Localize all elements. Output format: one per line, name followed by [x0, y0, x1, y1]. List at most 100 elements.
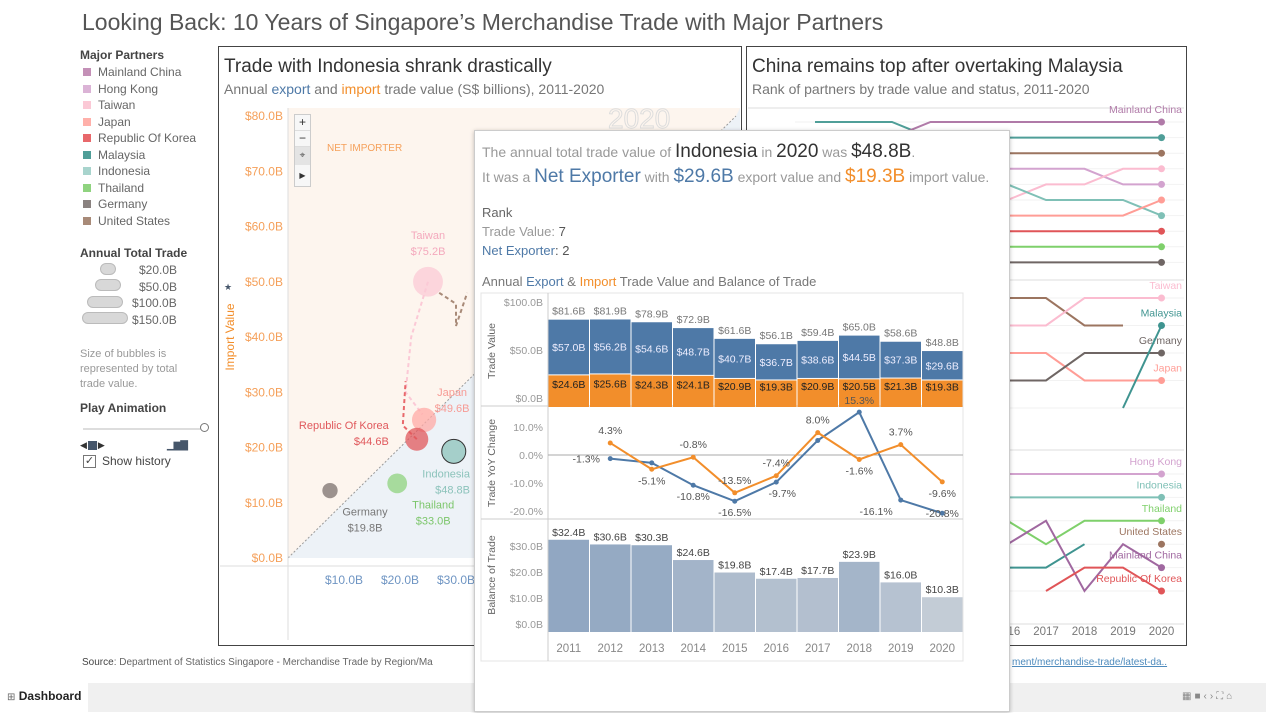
- export-value-label: $38.6B: [801, 354, 834, 366]
- layout-icon: ▦: [1182, 691, 1195, 702]
- import-value-label: $20.5B: [843, 381, 876, 393]
- import-bar: [714, 378, 755, 407]
- year-tick-label: 2018: [846, 643, 872, 655]
- legend-item-germany[interactable]: Germany: [80, 196, 215, 213]
- year-tick-label: 2014: [680, 643, 706, 655]
- rank-series-label: United States: [1119, 526, 1182, 538]
- y-axis-label: Import Value: [223, 303, 237, 370]
- rank-series-label: Thailand: [1142, 503, 1182, 515]
- y-tick-label: $0.0B: [516, 619, 543, 631]
- yoy-value-label: 4.3%: [598, 425, 622, 437]
- legend-item-mainland-china[interactable]: Mainland China: [80, 64, 215, 81]
- import-value-label: $20.9B: [801, 381, 834, 393]
- step-forward-icon[interactable]: ▶: [97, 439, 105, 450]
- zoom-in-button[interactable]: +: [295, 115, 310, 131]
- rank-dot: [1158, 118, 1165, 126]
- source-note: Source: Department of Statistics Singapo…: [82, 657, 433, 668]
- year-tick-label: 2017: [805, 643, 831, 655]
- import-yoy-point: [607, 440, 613, 446]
- rank-dot: [1158, 196, 1165, 204]
- total-value-label: $65.0B: [843, 322, 876, 334]
- legend-item-hong-kong[interactable]: Hong Kong: [80, 81, 215, 98]
- slider-handle[interactable]: [200, 423, 209, 432]
- speed-icon[interactable]: ▁▆▇: [166, 439, 188, 451]
- total-value-label: $81.9B: [594, 305, 627, 317]
- stop-icon[interactable]: [87, 440, 97, 450]
- y-tick-label: -20.0%: [510, 506, 543, 518]
- balance-bar: [548, 539, 589, 632]
- y-tick-label: -10.0%: [510, 478, 543, 490]
- import-bar: [673, 375, 714, 407]
- legend-label: Japan: [98, 114, 131, 129]
- rank-dot: [1158, 349, 1165, 357]
- export-bar: [590, 319, 631, 374]
- import-value-label: $21.3B: [884, 381, 917, 393]
- import-bar: [631, 375, 672, 407]
- step-back-icon[interactable]: ◀: [80, 439, 87, 450]
- export-yoy-point: [732, 498, 738, 504]
- legend-item-malaysia[interactable]: Malaysia: [80, 147, 215, 164]
- export-bar: [548, 319, 589, 375]
- animation-slider[interactable]: [80, 421, 215, 441]
- tab-dashboard[interactable]: ⊞ Dashboard: [0, 683, 88, 712]
- yoy-value-label: -0.8%: [680, 439, 707, 451]
- rank-dot: [1158, 180, 1165, 188]
- bubble-value: $19.8B: [348, 523, 383, 535]
- size-legend-item: $100.0B: [80, 295, 215, 312]
- import-value-label: $20.9B: [718, 381, 751, 393]
- rank-dot: [1158, 212, 1165, 220]
- legend-label: United States: [98, 213, 171, 228]
- y-tick-label: $30.0B: [245, 385, 283, 399]
- legend-item-thailand[interactable]: Thailand: [80, 180, 215, 197]
- import-bar: [922, 380, 963, 407]
- legend-item-indonesia[interactable]: Indonesia: [80, 163, 215, 180]
- bubble-value: $33.0B: [416, 515, 451, 527]
- source-link[interactable]: ment/merchandise-trade/latest-da..: [1012, 657, 1168, 668]
- legend-item-republic-of-korea[interactable]: Republic Of Korea: [80, 130, 215, 147]
- scatter-panel-title: Trade with Indonesia shrank drastically: [224, 56, 552, 77]
- total-value-label: $72.9B: [677, 314, 710, 326]
- size-legend-item: $150.0B: [80, 312, 215, 329]
- rank-dot: [1158, 258, 1165, 266]
- checkbox-check-icon[interactable]: ✓: [83, 454, 96, 468]
- size-legend: $20.0B $50.0B $100.0B $150.0B: [80, 262, 215, 328]
- view-controls[interactable]: ▦■‹›⛶⌂: [1182, 691, 1235, 702]
- legend-label: Germany: [98, 197, 148, 212]
- y-tick-label: 0.0%: [519, 450, 543, 462]
- pin-reset-icon[interactable]: ⌖: [295, 147, 310, 165]
- import-yoy-point: [773, 473, 779, 479]
- bubble-label: Germany: [342, 507, 388, 519]
- export-yoy-point: [649, 460, 655, 466]
- y-tick-label: $70.0B: [245, 164, 283, 178]
- legend-item-taiwan[interactable]: Taiwan: [80, 97, 215, 114]
- pin-icon: ★: [224, 282, 232, 292]
- korea-history-trail: [401, 381, 418, 440]
- zoom-out-button[interactable]: −: [295, 131, 310, 147]
- balance-value-label: $17.4B: [760, 566, 793, 578]
- expand-toolbar-icon[interactable]: ▶: [299, 171, 306, 180]
- legend-swatch: [83, 68, 91, 77]
- legend-item-japan[interactable]: Japan: [80, 114, 215, 131]
- yoy-value-label: -13.5%: [718, 475, 751, 487]
- x-tick-label: $20.0B: [381, 573, 419, 587]
- export-yoy-point: [690, 482, 696, 488]
- total-value-label: $56.1B: [760, 330, 793, 342]
- rank-dot: [1158, 470, 1165, 478]
- legend-label: Mainland China: [98, 65, 182, 80]
- rank-series-label: Republic Of Korea: [1096, 573, 1182, 585]
- legend-swatch: [83, 167, 91, 176]
- taiwan-history-trail: [404, 281, 429, 415]
- us-history-trail: [438, 291, 469, 327]
- tooltip-chart-frame: [480, 292, 964, 662]
- yoy-value-label: 15.3%: [844, 395, 874, 407]
- balance-value-label: $17.7B: [801, 565, 834, 577]
- export-yoy-point: [939, 510, 945, 516]
- balance-value-label: $19.8B: [718, 560, 751, 572]
- show-history-checkbox[interactable]: ✓ Show history: [83, 454, 171, 468]
- y-tick-label: $10.0B: [245, 496, 283, 510]
- export-yoy-point: [898, 497, 904, 503]
- import-bar: [880, 378, 921, 407]
- legend-item-united-states[interactable]: United States: [80, 213, 215, 230]
- export-bar: [673, 328, 714, 375]
- import-value-label: $19.3B: [760, 382, 793, 394]
